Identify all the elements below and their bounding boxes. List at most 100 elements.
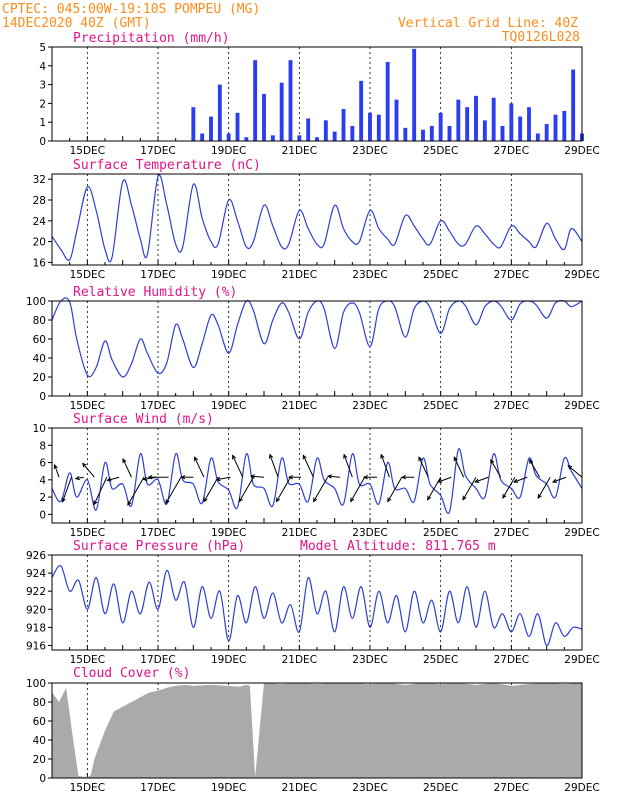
precip-bar [226, 133, 231, 141]
pressure-ytick-label: 926 [26, 550, 46, 562]
rh-xtick-label: 17DEC [140, 400, 175, 412]
precip-bar [368, 112, 372, 141]
pressure-ytick-label: 918 [26, 622, 46, 634]
wind-arrow [437, 476, 452, 483]
wind-xtick-label: 23DEC [352, 527, 387, 539]
rh-xtick-label: 15DEC [70, 400, 105, 412]
precip-xtick-label: 27DEC [494, 145, 529, 157]
wind-arrow [54, 464, 60, 478]
wind-arrow [327, 475, 341, 478]
wind-arrow [343, 454, 353, 478]
precip-bar [447, 125, 452, 141]
wind-arrow [427, 476, 442, 500]
precip-bar [359, 80, 364, 141]
wind-arrow-head [249, 474, 255, 479]
rh-ytick-label: 80 [33, 315, 46, 327]
wind-arrow [194, 457, 205, 478]
wind-arrow-head [362, 475, 368, 480]
rh-ytick-label: 20 [33, 372, 46, 384]
precip-bar [544, 124, 549, 141]
wind-arrow [276, 476, 291, 502]
rh-series-line [51, 297, 583, 378]
wind-arrow [269, 454, 279, 478]
wind-arrow [75, 476, 84, 480]
wind-ytick-label: 8 [39, 440, 46, 452]
wind-arrow-head [74, 475, 80, 481]
wind-arrow-head [127, 500, 132, 506]
header-run-date: 14DEC2020 40Z (GMT) [2, 16, 151, 31]
precip-bar [244, 137, 249, 141]
wind-frame [51, 427, 583, 524]
precip-bar [474, 95, 478, 141]
pressure-frame [51, 554, 583, 651]
cloud-frame [51, 682, 583, 779]
wind-arrow-head [401, 475, 406, 480]
wind-arrow [380, 454, 390, 478]
pressure-xtick-label: 21DEC [282, 654, 317, 666]
temp-xtick-label: 29DEC [564, 269, 599, 281]
wind-arrow-head [302, 454, 307, 460]
cloud-ytick-label: 60 [33, 716, 46, 728]
precip-xtick-label: 23DEC [352, 145, 387, 157]
precip-bar [217, 84, 222, 141]
precip-bar [306, 118, 311, 141]
wind-arrow-head [551, 478, 557, 483]
wind-arrow-head [512, 478, 519, 483]
rh-ytick-label: 60 [33, 334, 46, 346]
wind-arrow [418, 457, 429, 478]
precip-xtick-label: 17DEC [140, 145, 175, 157]
temp-ytick-label: 16 [33, 257, 47, 269]
precip-bar [270, 135, 275, 141]
wind-xtick-label: 27DEC [494, 527, 529, 539]
cloud-xtick-label: 27DEC [494, 782, 529, 794]
wind-ytick-label: 6 [39, 458, 46, 470]
wind-arrow-head [537, 493, 542, 500]
temp-xtick-label: 25DEC [423, 269, 458, 281]
pressure-xtick-label: 17DEC [140, 654, 175, 666]
precip-bar [421, 129, 425, 141]
precip-bar [403, 127, 408, 141]
pressure-ytick-label: 920 [26, 604, 46, 616]
rh-xtick-label: 29DEC [564, 400, 599, 412]
precip-bar [200, 133, 205, 141]
wind-xtick-label: 17DEC [140, 527, 175, 539]
precip-ytick-label: 0 [39, 136, 46, 148]
wind-arrow-head [82, 462, 87, 468]
wind-arrow [93, 477, 108, 505]
pressure-ytick-label: 924 [26, 568, 46, 580]
wind-arrow [122, 458, 132, 478]
wind-arrow [82, 463, 95, 478]
rh-xtick-label: 25DEC [423, 400, 458, 412]
precip-bar [297, 135, 302, 141]
wind-arrow-head [326, 474, 332, 479]
precip-bar [482, 120, 487, 141]
wind-arrow [513, 476, 528, 483]
precip-bar [465, 107, 470, 141]
wind-arrow-head [142, 476, 148, 482]
precip-bar [500, 125, 505, 141]
precip-bar [394, 99, 399, 141]
precip-bar [262, 94, 266, 141]
precip-bar [438, 112, 443, 141]
wind-arrow-head [269, 453, 274, 459]
wind-arrow-head [287, 475, 293, 480]
temp-xtick-label: 23DEC [352, 269, 387, 281]
panel-title-wind: Surface Wind (m/s) [73, 412, 214, 427]
wind-arrow-head [350, 497, 355, 503]
wind-arrow-head [529, 458, 534, 464]
wind-arrow [62, 477, 72, 502]
panel-title-precipitation: Precipitation (mm/h) [73, 31, 230, 46]
wind-arrow-head [215, 476, 221, 482]
temp-ytick-label: 28 [33, 195, 46, 207]
precip-bar [350, 125, 355, 141]
pressure-xtick-label: 15DEC [70, 654, 105, 666]
precip-bar [341, 109, 346, 141]
wind-ytick-label: 10 [33, 423, 46, 435]
pressure-xtick-label: 19DEC [211, 654, 246, 666]
wind-arrow-head [462, 495, 467, 501]
wind-arrow-head [180, 475, 186, 480]
panel-title-temperature: Surface Temperature (nC) [73, 158, 261, 173]
wind-arrow [567, 465, 583, 478]
wind-arrow-head [437, 478, 443, 483]
